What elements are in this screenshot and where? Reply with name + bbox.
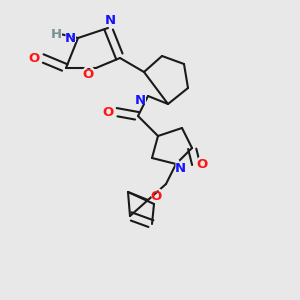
Text: O: O [28,52,40,64]
Text: O: O [150,190,162,202]
Text: N: N [104,14,116,26]
Text: O: O [81,67,95,82]
Text: O: O [196,158,208,170]
Text: N: N [103,13,117,28]
Text: N: N [134,94,146,106]
Text: O: O [102,106,114,118]
Text: N: N [64,32,76,44]
Text: O: O [101,104,115,119]
Text: O: O [195,157,209,172]
Text: N: N [174,161,186,175]
Text: H: H [49,26,63,41]
Text: N: N [173,160,187,175]
Text: N: N [133,92,147,107]
Text: O: O [149,188,163,203]
Text: O: O [82,68,94,80]
Text: N: N [63,31,77,46]
Text: O: O [27,50,41,65]
Text: H: H [50,28,62,40]
